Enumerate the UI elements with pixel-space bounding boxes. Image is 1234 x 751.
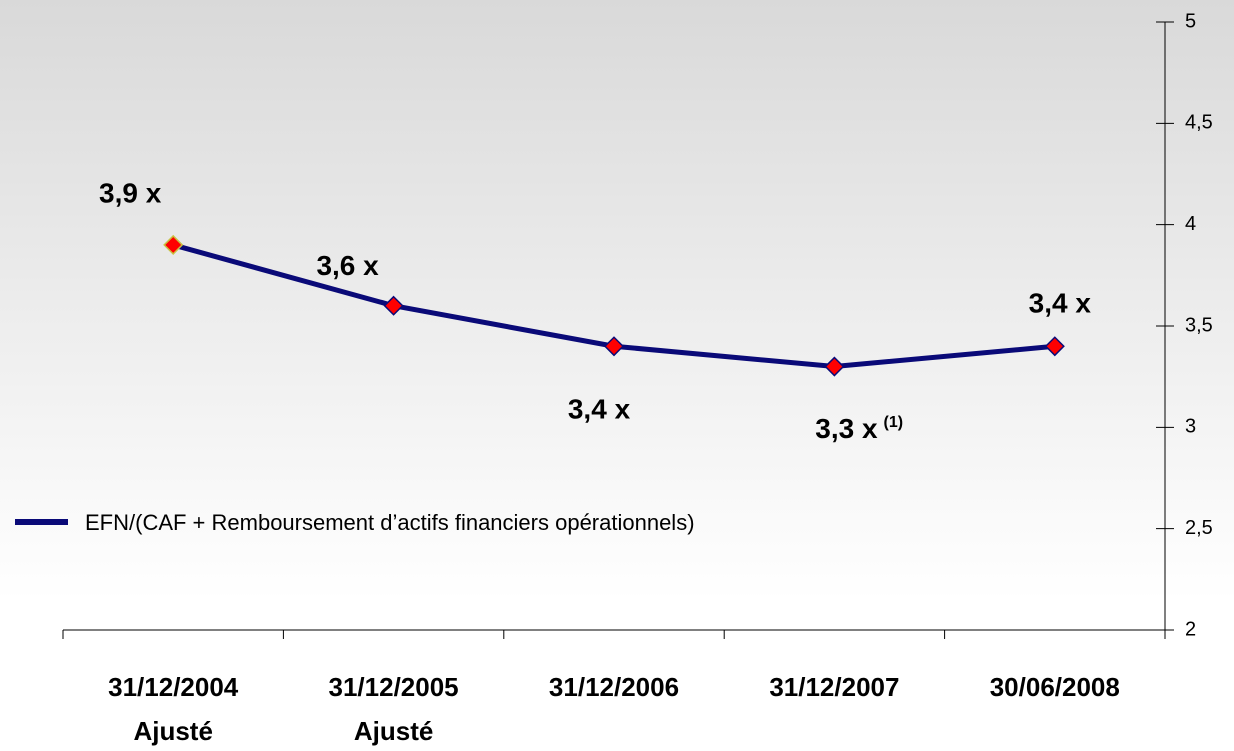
value-label: 3,6 x	[316, 250, 379, 281]
y-tick-label: 4,5	[1185, 112, 1213, 134]
legend-label: EFN/(CAF + Remboursement d’actifs financ…	[85, 510, 695, 535]
annotation: (1)	[884, 414, 904, 431]
value-label: 3,3 x	[815, 413, 878, 444]
y-tick-label: 5	[1185, 10, 1196, 32]
value-label: 3,4 x	[568, 394, 631, 425]
value-label: 3,9 x	[99, 177, 162, 208]
marker	[603, 336, 625, 357]
marker	[383, 295, 404, 316]
value-label: 3,4 x	[1029, 288, 1092, 319]
y-tick-label: 2,5	[1185, 517, 1213, 539]
x-tick-label: 31/12/2005	[329, 672, 459, 702]
y-tick-label: 3,5	[1185, 314, 1213, 336]
marker	[824, 356, 845, 377]
y-tick-label: 2	[1185, 618, 1196, 640]
x-tick-label: 31/12/2004	[108, 672, 239, 702]
x-tick-label: 31/12/2006	[549, 672, 679, 702]
x-tick-label: Ajusté	[133, 716, 212, 746]
y-tick-label: 4	[1185, 213, 1196, 235]
y-tick-label: 3	[1185, 416, 1196, 438]
x-tick-label: 31/12/2007	[769, 672, 899, 702]
marker	[1044, 336, 1065, 357]
x-tick-label: 30/06/2008	[990, 672, 1120, 702]
x-tick-label: Ajusté	[354, 716, 433, 746]
marker	[163, 234, 184, 255]
